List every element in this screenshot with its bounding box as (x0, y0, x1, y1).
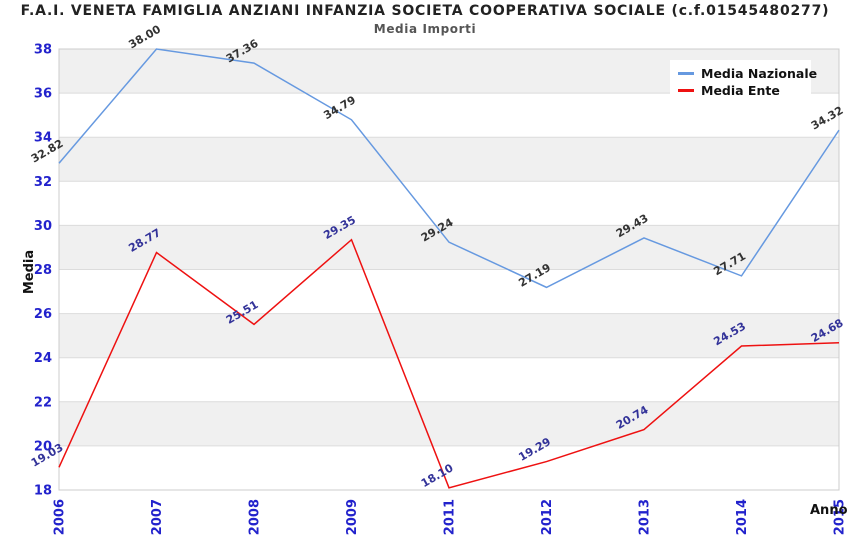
x-tick-label: 2015 (833, 499, 848, 535)
x-tick-label: 2013 (638, 499, 653, 535)
x-axis-title: Anno (810, 503, 848, 518)
chart-title: F.A.I. VENETA FAMIGLIA ANZIANI INFANZIA … (20, 3, 830, 19)
x-tick-label: 2012 (540, 499, 555, 535)
legend-swatch-blue-line-icon (678, 72, 694, 75)
data-label: 18.10 (419, 461, 456, 490)
x-tick-label: 2007 (150, 499, 165, 535)
grid-band (59, 401, 839, 446)
series-line-media-ente (58, 238, 840, 489)
legend-label: Media Ente (701, 83, 780, 98)
x-tick-label: 2014 (735, 499, 750, 535)
legend-swatch-red-line-icon (678, 89, 694, 92)
y-axis-title: Media (22, 249, 37, 295)
plot-border (58, 48, 840, 491)
y-tick-label: 36 (34, 87, 52, 102)
y-tick-label: 20 (34, 439, 52, 454)
y-tick-label: 28 (34, 263, 52, 278)
data-label: 38.00 (126, 22, 163, 51)
y-tick-label: 30 (34, 219, 52, 234)
x-tick-label: 2009 (345, 499, 360, 535)
x-tick-label: 2006 (53, 499, 68, 535)
legend: Media Nazionale Media Ente (670, 60, 817, 104)
y-tick-label: 18 (34, 484, 52, 499)
legend-label: Media Nazionale (701, 66, 818, 81)
legend-item-media-ente: Media Ente (678, 82, 811, 99)
legend-item-media-nazionale: Media Nazionale (678, 65, 817, 82)
data-label: 34.32 (809, 104, 846, 133)
y-tick-label: 38 (34, 43, 52, 58)
grid-band (59, 313, 839, 358)
y-tick-label: 26 (34, 307, 52, 322)
grid-band (59, 137, 839, 182)
series-line-media-nazionale (58, 48, 840, 289)
y-tick-label: 32 (34, 175, 52, 190)
grid-band (59, 225, 839, 270)
y-tick-label: 34 (34, 131, 52, 146)
x-tick-label: 2008 (248, 499, 263, 535)
data-label: 34.79 (321, 93, 358, 122)
chart-subtitle: Media Importi (373, 22, 477, 36)
y-tick-label: 24 (34, 351, 52, 366)
y-tick-label: 22 (34, 395, 52, 410)
x-tick-label: 2011 (443, 499, 458, 535)
